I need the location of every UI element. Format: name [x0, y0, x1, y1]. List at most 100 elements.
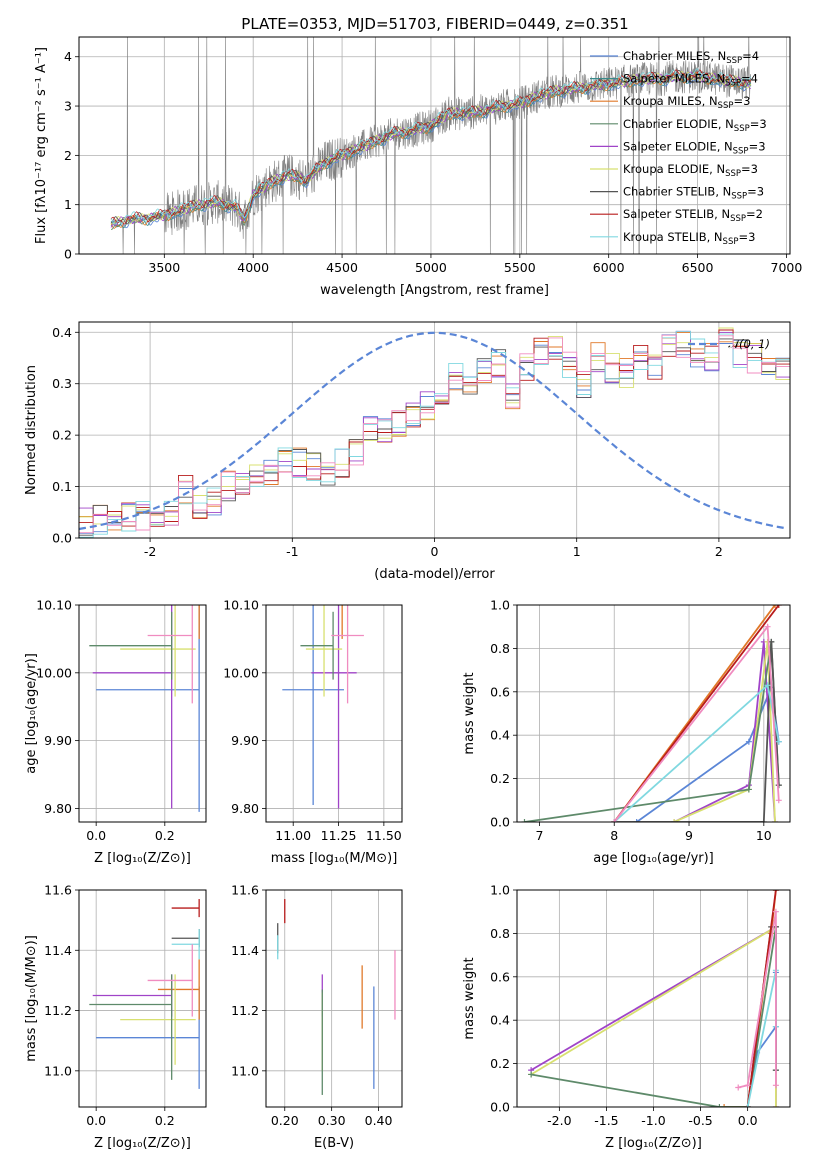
errorbar-point-4	[300, 611, 334, 680]
weight-marker	[671, 819, 678, 822]
weight-marker	[611, 819, 618, 822]
residuals-plot	[79, 327, 790, 538]
x-tick-label: -2	[144, 544, 156, 559]
x-tick-label: 7000	[771, 260, 803, 275]
weight-vs-Z-plot	[528, 890, 779, 1107]
spectrum-data-line	[110, 37, 752, 254]
errorbar-point-8	[147, 605, 193, 704]
y-tick-label: 0.0	[52, 531, 72, 546]
mass-vs-ebv-plot	[277, 899, 396, 1095]
weight-marker	[760, 819, 767, 822]
x-tick-label: 11.50	[366, 828, 402, 843]
weight-line-2	[673, 641, 776, 822]
y-tick-label: 4	[64, 49, 72, 64]
residuals-ylabel: Normed distribution	[24, 365, 39, 495]
errorbar-point-0	[282, 605, 344, 806]
errorbar-point-7	[182, 571, 199, 591]
weight-vs-age-ylabel: mass weight	[462, 672, 477, 754]
weight-line-8	[613, 624, 780, 822]
weight-vs-age-xlabel: age [log₁₀(age/yr)]	[593, 851, 714, 866]
x-tick-label: 7	[535, 828, 543, 843]
x-tick-label: 0.0	[86, 828, 106, 843]
legend-entry: Kroupa STELIB, NSSP=3	[623, 230, 755, 247]
model-line-8	[110, 68, 752, 225]
y-tick-label: 0.3	[52, 376, 72, 391]
weight-marker	[633, 819, 640, 822]
x-tick-label: 0.30	[318, 1113, 346, 1128]
errorbar-point-1	[198, 605, 200, 639]
x-tick-label: 4500	[326, 260, 358, 275]
legend-entry: Chabrier STELIB, NSSP=3	[623, 185, 764, 202]
x-tick-label: 6000	[593, 260, 625, 275]
weight-vs-age-frame	[516, 604, 791, 823]
weight-line-7	[746, 970, 777, 1107]
y-tick-label: 11.0	[44, 1063, 72, 1078]
weight-marker	[772, 1104, 779, 1107]
y-tick-label: 11.0	[231, 1063, 259, 1078]
weight-vs-Z-ylabel: mass weight	[462, 957, 477, 1039]
legend-entry: Salpeter STELIB, NSSP=2	[623, 207, 763, 224]
model-line-7	[110, 69, 752, 225]
mass-vs-Z-grid	[79, 889, 206, 1107]
x-tick-label: -2.0	[547, 1113, 571, 1128]
residuals-xlabel: (data-model)/error	[374, 567, 495, 582]
y-tick-label: 9.80	[231, 801, 259, 816]
weight-marker	[744, 1104, 751, 1107]
y-tick-label: 11.4	[44, 943, 72, 958]
x-tick-label: 0.0	[86, 1113, 106, 1128]
y-tick-label: 10.10	[223, 598, 259, 613]
weight-marker	[772, 605, 779, 608]
errorbar-point-8	[147, 944, 193, 1017]
mass-vs-ebv-grid	[266, 889, 402, 1107]
x-tick-label: 8	[610, 828, 618, 843]
age-vs-Z-frame	[78, 604, 207, 823]
x-tick-label: 10	[756, 828, 772, 843]
x-tick-label: 0.2	[155, 1113, 175, 1128]
x-tick-label: 1	[573, 544, 581, 559]
spectrum-plot	[110, 37, 752, 254]
x-tick-label: 11.00	[275, 828, 311, 843]
y-tick-label: 11.6	[231, 883, 259, 898]
x-tick-label: 0.40	[365, 1113, 393, 1128]
weight-marker	[744, 1082, 751, 1089]
y-tick-label: 0	[64, 247, 72, 262]
weight-marker	[764, 623, 771, 630]
age-vs-mass-xlabel: mass [log₁₀(M/M⊙)]	[271, 851, 398, 866]
legend-entry: Kroupa ELODIE, NSSP=3	[623, 162, 758, 179]
age-vs-Z-ylabel: age [log₁₀(age/yr)]	[24, 653, 39, 774]
weight-line-3	[673, 641, 776, 822]
mass-vs-Z-panel: 0.0 0.2 11.0 11.2 11.4 11.6 Z [log₁₀(Z/Z⊙)] mas…	[24, 883, 207, 1151]
mass-vs-Z-ylabel: mass [log₁₀(M/M⊙)]	[24, 935, 39, 1062]
spectrum-legend: Chabrier MILES, NSSP=4 Salpeter MILES, NS…	[590, 49, 767, 247]
y-tick-label: 0.4	[52, 325, 72, 340]
age-vs-mass-plot	[282, 605, 364, 809]
legend-entry: Chabrier ELODIE, NSSP=3	[623, 117, 767, 134]
histogram-step-4	[79, 338, 790, 536]
x-tick-label: -1.5	[594, 1113, 618, 1128]
spectrum-ylabel: Flux [fλ10⁻¹⁷ erg cm⁻² s⁻¹ A⁻¹]	[34, 47, 49, 244]
x-tick-label: 5000	[415, 260, 447, 275]
y-tick-label: 11.4	[231, 943, 259, 958]
weight-marker	[772, 890, 779, 893]
x-tick-label: 0.0	[738, 1113, 758, 1128]
weight-marker	[775, 797, 782, 804]
y-tick-label: 0.4	[490, 1013, 510, 1028]
y-tick-label: 9.90	[44, 733, 72, 748]
y-tick-label: 11.2	[44, 1003, 72, 1018]
y-tick-label: 1.0	[490, 598, 510, 613]
y-tick-label: 9.90	[231, 733, 259, 748]
mass-vs-ebv-frame	[265, 889, 403, 1108]
weight-line-4	[524, 641, 780, 822]
errorbar-point-1	[341, 605, 343, 639]
histogram-step-7	[79, 334, 790, 534]
y-tick-label: 1	[64, 197, 72, 212]
x-tick-label: -1.0	[641, 1113, 665, 1128]
normal-curve	[79, 331, 788, 531]
weight-marker	[716, 1104, 723, 1107]
histogram-step-5	[79, 329, 790, 527]
x-tick-label: 0.20	[271, 1113, 299, 1128]
errorbar-point-6	[179, 554, 200, 595]
y-tick-label: 0.8	[490, 926, 510, 941]
legend-entry: Salpeter ELODIE, NSSP=3	[623, 139, 766, 156]
